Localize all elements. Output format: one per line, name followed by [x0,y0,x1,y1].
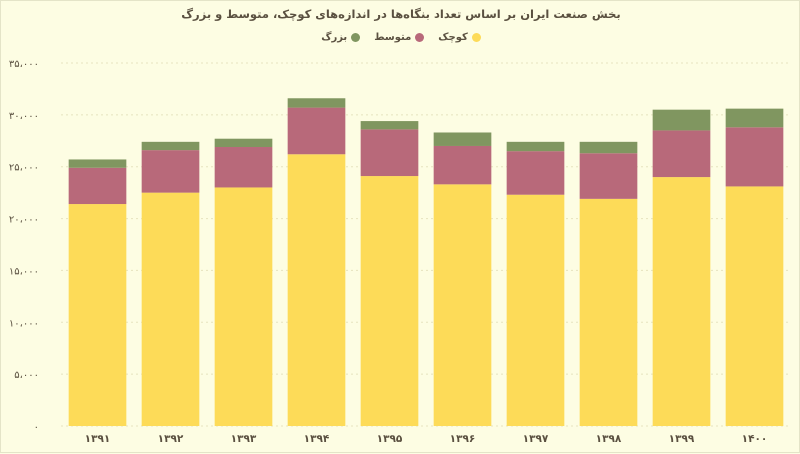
bar-segment [214,138,273,148]
legend-item-medium: متوسط [374,32,425,43]
bar-segment [506,151,565,195]
y-tick-label: ۵،۰۰۰ [14,370,39,381]
bar-segment [725,108,784,128]
x-tick-label: ۱۳۹۷ [523,433,549,445]
y-tick-label: ۳۰،۰۰۰ [9,111,39,122]
bar-segment [579,153,638,199]
bar-segment [287,154,346,427]
bar-segment [652,109,711,131]
legend-item-large: بزرگ [321,32,361,43]
legend-item-small: کوچک [438,32,481,43]
x-tick-label: ۱۳۹۹ [669,433,695,445]
legend-swatch-large [351,33,361,42]
bar-segment [433,145,492,185]
y-tick-label: ۳۵،۰۰۰ [9,59,39,70]
bar-segment [68,204,127,426]
x-tick-label: ۱۳۹۶ [450,433,476,445]
legend-swatch-small [471,33,481,42]
bar-segment [506,194,565,426]
bar-segment [68,167,127,205]
bar-segment [214,187,273,426]
bar-segment [360,129,419,177]
y-tick-label: ۱۵،۰۰۰ [9,266,39,277]
bar-segment [214,147,273,188]
bar-segment [433,184,492,426]
bar-segment [287,107,346,155]
y-tick-label: ۲۰،۰۰۰ [9,215,39,226]
bar-segment [506,141,565,152]
bar-segment [652,130,711,178]
x-tick-label: ۱۳۹۵ [377,433,403,445]
x-tick-label: ۱۳۹۳ [231,433,257,445]
bar-segment [141,150,200,193]
bar-segment [725,127,784,187]
legend-label-large: بزرگ [321,32,348,43]
x-tick-label: ۱۳۹۴ [304,433,330,445]
chart-legend: کوچک متوسط بزرگ [1,32,800,43]
x-tick-label: ۱۳۹۸ [596,433,622,445]
legend-label-medium: متوسط [374,32,412,43]
y-tick-label: ۰ [34,422,39,433]
x-tick-label: ۱۴۰۰ [742,433,768,445]
legend-label-small: کوچک [438,32,468,43]
x-tick-label: ۱۳۹۲ [158,433,184,445]
chart-title: بخش صنعت ایران بر اساس تعداد بنگاه‌ها در… [181,7,621,21]
bar-segment [360,176,419,426]
bar-segment [433,132,492,146]
bar-segment [141,141,200,151]
x-tick-label: ۱۳۹۱ [85,433,111,445]
bar-segment [579,141,638,154]
bar-segment [725,186,784,426]
bar-segment [360,121,419,130]
bar-segment [652,177,711,426]
y-tick-label: ۱۰،۰۰۰ [9,318,39,329]
bar-segment [68,159,127,168]
y-tick-label: ۲۵،۰۰۰ [9,163,39,174]
bar-segment [579,198,638,426]
bar-segment [141,192,200,426]
legend-swatch-medium [415,33,425,42]
bar-segment [287,98,346,108]
